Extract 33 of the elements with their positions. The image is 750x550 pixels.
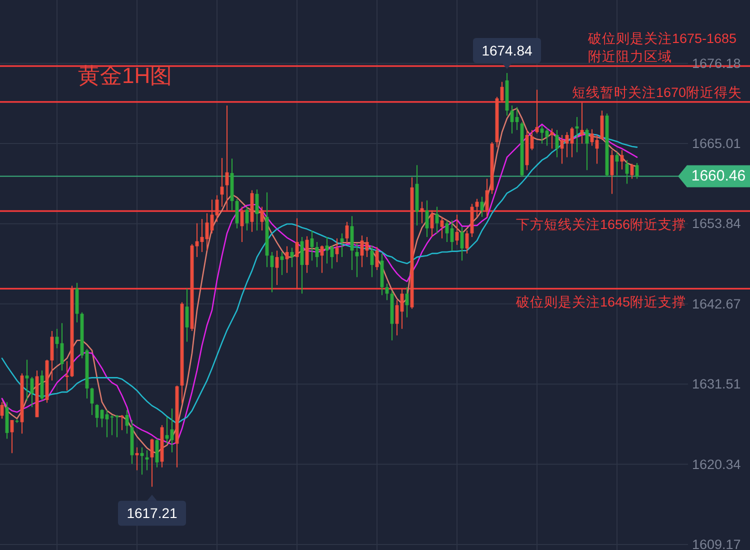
candlestick xyxy=(550,128,554,150)
y-tick-label: 1620.34 xyxy=(692,456,742,472)
candlestick xyxy=(115,414,119,438)
ref-line-label: 1660.46 xyxy=(691,168,746,185)
candlestick xyxy=(25,359,29,402)
candlestick xyxy=(540,125,544,144)
y-tick-label: 1609.17 xyxy=(692,536,741,550)
text: 黄金1H图 xyxy=(78,63,172,88)
ref-line-label: 短线暂时关注1670附近得失 xyxy=(572,84,742,100)
candlestick xyxy=(420,201,424,224)
candlestick xyxy=(125,409,129,434)
candlestick xyxy=(245,206,249,231)
candlestick xyxy=(435,206,439,234)
y-tick-label: 1631.51 xyxy=(692,376,741,392)
ref-line-label: 破位则是关注1645附近支撑 xyxy=(514,294,686,310)
price-note: 1617.21 xyxy=(118,494,186,526)
candlestick xyxy=(395,300,399,336)
y-tick-label: 1653.84 xyxy=(692,216,742,232)
candlestick xyxy=(120,414,124,431)
candlestick xyxy=(55,328,59,349)
candlestick xyxy=(625,160,629,184)
price-note: 1674.84 xyxy=(473,38,541,69)
y-tick-label: 1665.01 xyxy=(692,136,741,152)
candlestick xyxy=(65,360,69,392)
annotation: 1674.84 xyxy=(482,42,533,58)
annotation: 1617.21 xyxy=(126,505,178,522)
candlestick xyxy=(275,250,279,286)
price-badge: 1660.46 xyxy=(678,165,750,188)
candlestick xyxy=(140,446,144,476)
candlestick xyxy=(220,157,224,208)
y-tick-label: 1642.67 xyxy=(692,296,741,312)
candlestick xyxy=(355,242,359,278)
ref-line-label: 下方短线关注1656附近支撑 xyxy=(516,217,686,232)
